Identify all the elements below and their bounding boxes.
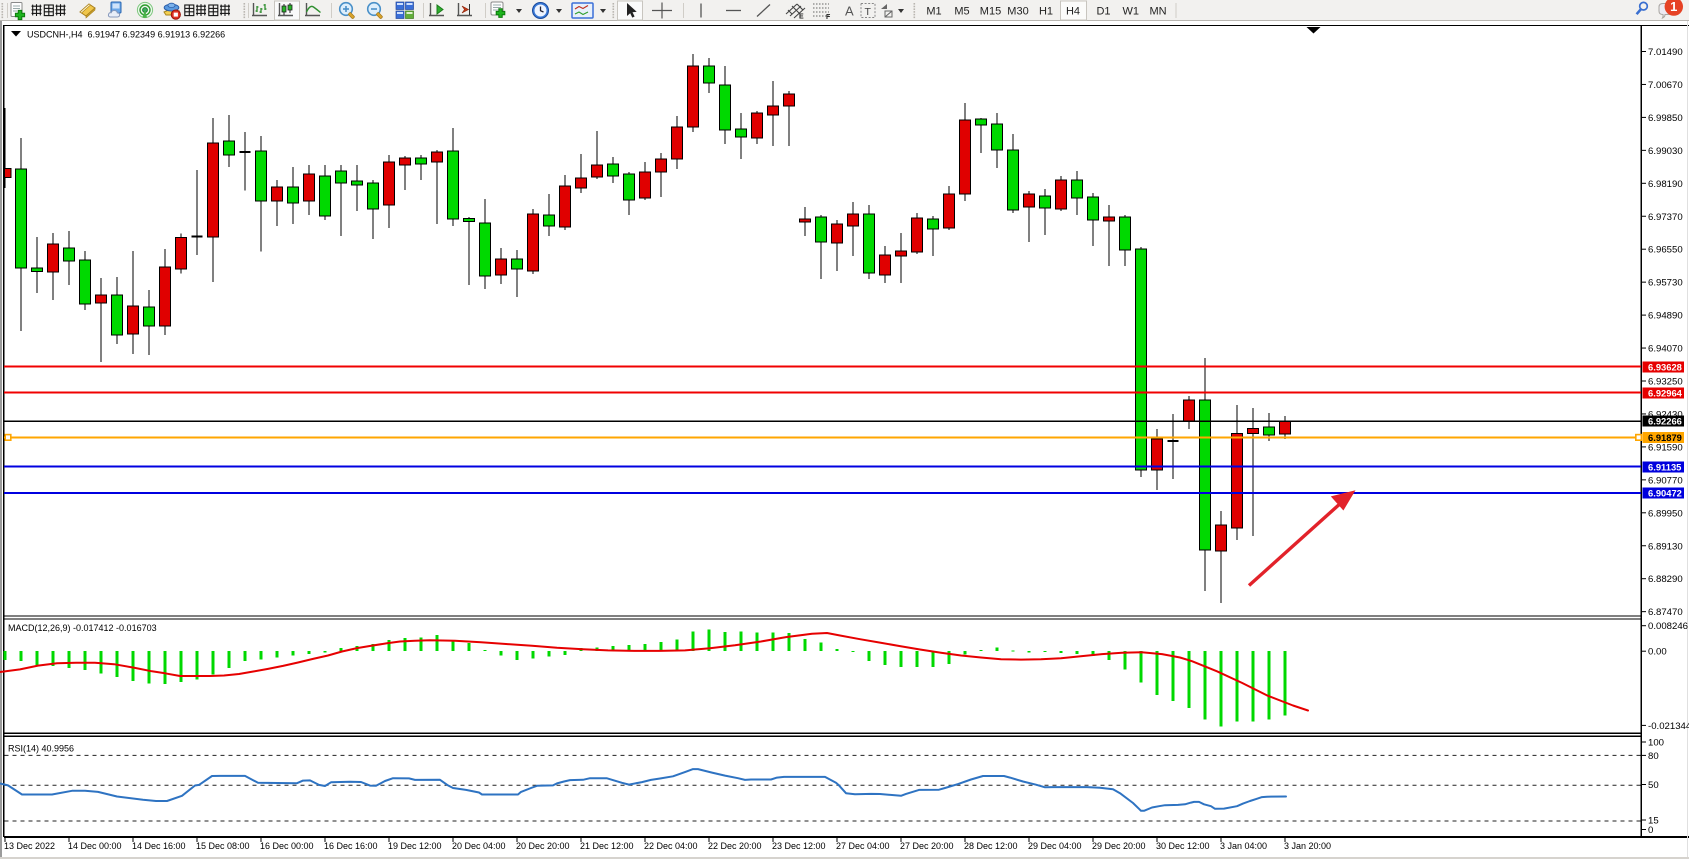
svg-text:W1: W1 [1122, 6, 1139, 18]
svg-text:H4: H4 [1066, 6, 1080, 18]
svg-text:6.89950: 6.89950 [1648, 508, 1683, 519]
svg-text:M30: M30 [1007, 6, 1028, 18]
svg-text:50: 50 [1648, 780, 1659, 791]
svg-text:0.00: 0.00 [1648, 647, 1667, 658]
svg-text:6.92266: 6.92266 [1648, 416, 1682, 427]
svg-text:3 Jan 20:00: 3 Jan 20:00 [1284, 841, 1331, 851]
svg-text:6.89130: 6.89130 [1648, 541, 1683, 552]
svg-text:6.99850: 6.99850 [1648, 113, 1683, 124]
svg-text:29 Dec 04:00: 29 Dec 04:00 [1028, 841, 1082, 851]
svg-text:USDCNH-,H4 6.91947 6.92349 6.: USDCNH-,H4 6.91947 6.92349 6.91913 6.922… [27, 29, 225, 39]
svg-text:6.88290: 6.88290 [1648, 574, 1683, 585]
svg-text:M5: M5 [954, 6, 969, 18]
svg-text:-0.021344: -0.021344 [1648, 721, 1689, 732]
svg-text:19 Dec 12:00: 19 Dec 12:00 [388, 841, 442, 851]
svg-text:E: E [799, 14, 804, 21]
svg-text:27 Dec 20:00: 27 Dec 20:00 [900, 841, 954, 851]
svg-text:7.01490: 7.01490 [1648, 47, 1683, 58]
svg-text:20 Dec 20:00: 20 Dec 20:00 [516, 841, 570, 851]
svg-text:6.87470: 6.87470 [1648, 607, 1683, 618]
svg-text:22 Dec 20:00: 22 Dec 20:00 [708, 841, 762, 851]
svg-text:80: 80 [1648, 751, 1659, 762]
svg-text:15 Dec 08:00: 15 Dec 08:00 [196, 841, 250, 851]
svg-text:M15: M15 [980, 6, 1001, 18]
svg-text:MACD(12,26,9) -0.017412 -0.016: MACD(12,26,9) -0.017412 -0.016703 [8, 623, 157, 633]
svg-text:22 Dec 04:00: 22 Dec 04:00 [644, 841, 698, 851]
svg-text:13 Dec 2022: 13 Dec 2022 [4, 841, 55, 851]
svg-text:29 Dec 20:00: 29 Dec 20:00 [1092, 841, 1146, 851]
svg-text:7.00670: 7.00670 [1648, 80, 1683, 91]
svg-text:6.92964: 6.92964 [1648, 388, 1683, 399]
svg-text:6.90770: 6.90770 [1648, 475, 1683, 486]
svg-text:6.91135: 6.91135 [1648, 461, 1681, 472]
svg-text:6.91879: 6.91879 [1648, 432, 1682, 443]
svg-text:14 Dec 16:00: 14 Dec 16:00 [132, 841, 186, 851]
svg-text:16 Dec 16:00: 16 Dec 16:00 [324, 841, 378, 851]
svg-text:20 Dec 04:00: 20 Dec 04:00 [452, 841, 506, 851]
svg-text:D1: D1 [1096, 6, 1110, 18]
svg-text:1: 1 [1670, 0, 1677, 14]
svg-text:21 Dec 12:00: 21 Dec 12:00 [580, 841, 634, 851]
svg-text:MN: MN [1149, 6, 1166, 18]
svg-text:6.98190: 6.98190 [1648, 179, 1683, 190]
svg-text:14 Dec 00:00: 14 Dec 00:00 [68, 841, 122, 851]
svg-text:6.94070: 6.94070 [1648, 344, 1683, 355]
svg-text:6.99030: 6.99030 [1648, 146, 1683, 157]
svg-text:RSI(14) 40.9956: RSI(14) 40.9956 [8, 743, 74, 753]
svg-text:100: 100 [1648, 738, 1664, 749]
svg-text:23 Dec 12:00: 23 Dec 12:00 [772, 841, 826, 851]
svg-text:0.008246: 0.008246 [1648, 621, 1688, 632]
svg-text:30 Dec 12:00: 30 Dec 12:00 [1156, 841, 1210, 851]
svg-text:27 Dec 04:00: 27 Dec 04:00 [836, 841, 890, 851]
svg-text:16 Dec 00:00: 16 Dec 00:00 [260, 841, 314, 851]
svg-text:6.92430: 6.92430 [1648, 409, 1683, 420]
svg-text:6.90472: 6.90472 [1648, 487, 1682, 498]
svg-text:T: T [865, 6, 872, 18]
svg-text:28 Dec 12:00: 28 Dec 12:00 [964, 841, 1018, 851]
svg-text:6.94890: 6.94890 [1648, 311, 1683, 322]
svg-text:A: A [845, 4, 854, 19]
svg-text:6.97370: 6.97370 [1648, 212, 1683, 223]
svg-text:F: F [826, 14, 831, 21]
svg-text:6.96550: 6.96550 [1648, 245, 1683, 256]
svg-text:6.95730: 6.95730 [1648, 278, 1683, 289]
svg-text:3 Jan 04:00: 3 Jan 04:00 [1220, 841, 1267, 851]
svg-text:6.93250: 6.93250 [1648, 377, 1683, 388]
svg-text:6.91590: 6.91590 [1648, 442, 1683, 453]
svg-text:M1: M1 [926, 6, 941, 18]
svg-text:15: 15 [1648, 816, 1659, 827]
svg-text:H1: H1 [1039, 6, 1053, 18]
svg-text:6.93628: 6.93628 [1648, 362, 1682, 373]
svg-text:0: 0 [1648, 825, 1653, 836]
